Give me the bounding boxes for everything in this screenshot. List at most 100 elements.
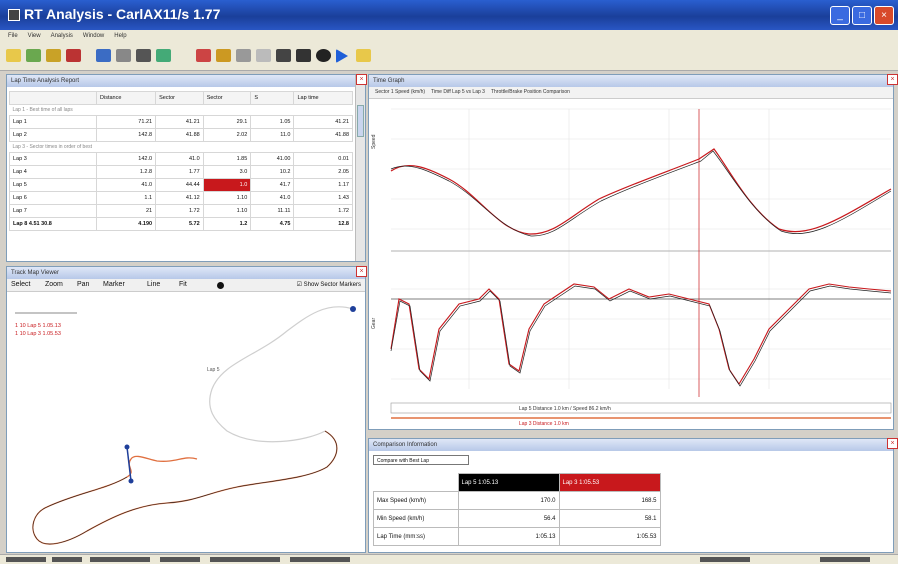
vertical-scrollbar[interactable]: [355, 75, 365, 261]
line-icon[interactable]: [256, 49, 271, 62]
folder-icon[interactable]: [46, 49, 61, 62]
fit-tool[interactable]: Fit: [179, 281, 187, 288]
cell: 0.01: [293, 152, 353, 166]
column-header[interactable]: Distance: [95, 91, 157, 105]
scroll-thumb[interactable]: [357, 105, 364, 137]
menu-file[interactable]: File: [8, 33, 18, 39]
record-dot-icon[interactable]: [217, 282, 224, 289]
panel-title: Lap Time Analysis Report: [7, 75, 365, 87]
column-header[interactable]: Lap time: [293, 91, 353, 105]
menu-window[interactable]: Window: [82, 33, 105, 39]
maximize-button[interactable]: □: [852, 6, 872, 25]
cell: 1.72: [293, 204, 353, 218]
sector-marker-checkbox[interactable]: ☑ Show Sector Markers: [296, 282, 361, 288]
status-segment: [52, 557, 82, 562]
cell: 1.10: [202, 204, 252, 218]
cell: 41.88: [293, 128, 353, 142]
graph-area[interactable]: Speed Gear Lap 5 Distance 1.0 km / Speed…: [369, 99, 893, 429]
axis-label-bottom: Gear: [371, 318, 377, 329]
map-icon[interactable]: [156, 49, 171, 62]
track-map[interactable]: 1 10 Lap 5 1.05.13 1 10 Lap 3 1.05.53 La…: [7, 291, 365, 553]
cell: 1.2: [202, 217, 252, 231]
cell: 41.12: [155, 191, 204, 205]
track-outline: [209, 306, 354, 443]
graph-icon[interactable]: [96, 49, 111, 62]
cell: 142.0: [95, 152, 157, 166]
value-b: 168.5: [558, 491, 661, 510]
speed-trace-lap-b: [390, 148, 892, 235]
column-header[interactable]: S: [250, 91, 295, 105]
position-marker[interactable]: [126, 446, 132, 482]
table-row[interactable]: Lap 5 41.0 44.44 1.0 41.7 1.17: [9, 178, 353, 192]
save-icon[interactable]: [26, 49, 41, 62]
cell: 71.21: [95, 115, 157, 129]
pan-tool[interactable]: Pan: [77, 281, 90, 288]
close-icon[interactable]: ×: [887, 74, 898, 85]
table-icon[interactable]: [236, 49, 251, 62]
track-line: [32, 430, 338, 545]
cell: 41.7: [250, 178, 295, 192]
track-line-lap-b: [32, 430, 338, 545]
zoom-icon[interactable]: [216, 49, 231, 62]
tab-time-diff[interactable]: Time Diff Lap 5 vs Lap 3: [431, 89, 485, 95]
time-graph-panel: Time Graph Sector 1 Speed (km/h) Time Di…: [368, 74, 894, 430]
window-title: RT Analysis - CarlAX11/s 1.77: [24, 6, 221, 22]
export-icon[interactable]: [356, 49, 371, 62]
comparison-select[interactable]: Compare with Best Lap: [373, 455, 469, 465]
line-tool[interactable]: Line: [147, 281, 161, 288]
tab-throttle-brake[interactable]: Throttle/Brake Position Comparison: [490, 89, 570, 95]
tab-sector-speed[interactable]: Sector 1 Speed (km/h): [375, 89, 426, 95]
cell: 1.0: [202, 178, 252, 192]
cell: 2.02: [202, 128, 252, 142]
lap-b-header: Lap 3 1:05.53: [558, 473, 661, 492]
column-header[interactable]: Sector: [155, 91, 204, 105]
column-header[interactable]: [9, 91, 97, 105]
grid-icon[interactable]: [296, 49, 311, 62]
menu-analysis[interactable]: Analysis: [50, 33, 73, 39]
record-icon[interactable]: [66, 49, 81, 62]
lap-name: Lap 3: [9, 152, 97, 166]
marker-tool[interactable]: Marker: [103, 281, 125, 288]
cell: 21: [95, 204, 157, 218]
table-row[interactable]: Lap 3 142.0 41.0 1.85 41.00 0.01: [9, 152, 353, 166]
minimize-button[interactable]: _: [830, 6, 850, 25]
status-segment: [90, 557, 150, 562]
menu-help[interactable]: Help: [114, 33, 127, 39]
select-tool[interactable]: Select: [11, 281, 31, 288]
marker-icon[interactable]: [196, 49, 211, 62]
cell: 1.1: [95, 191, 157, 205]
play-icon[interactable]: [336, 49, 348, 63]
value-a: 1:05.13: [457, 527, 560, 546]
column-header[interactable]: Sector: [202, 91, 252, 105]
cell: 41.00: [250, 152, 295, 166]
cell: 2.05: [293, 165, 353, 179]
menu-view[interactable]: View: [27, 33, 41, 39]
readout-box: [390, 402, 892, 414]
stop-icon[interactable]: [316, 49, 331, 62]
axis-label-top: Speed: [371, 134, 377, 149]
cell: 11.0: [250, 128, 295, 142]
toolbar: [0, 42, 898, 71]
gear-trace-lap-b: [390, 283, 892, 386]
close-icon[interactable]: ×: [356, 74, 367, 85]
close-button[interactable]: ×: [874, 6, 894, 25]
zoom-tool[interactable]: Zoom: [45, 281, 63, 288]
status-segment: [820, 557, 870, 562]
lap-icon[interactable]: [116, 49, 131, 62]
comparison-table: Lap 5 1:05.13 Lap 3 1:05.53 Max Speed (k…: [373, 473, 661, 546]
open-icon[interactable]: [6, 49, 21, 62]
value-b: 1:05.53: [558, 527, 661, 546]
cell: 41.0: [95, 178, 157, 192]
chart-icon[interactable]: [276, 49, 291, 62]
value-b: 58.1: [558, 509, 661, 528]
table-row[interactable]: Lap 1 71.21 41.21 29.1 1.05 41.21: [9, 115, 353, 129]
cell: 11.11: [250, 204, 295, 218]
table-row[interactable]: Lap 2 142.8 41.88 2.02 11.0 41.88: [9, 128, 353, 142]
close-icon[interactable]: ×: [356, 266, 367, 277]
table-row: Min Speed (km/h) 56.4 58.1: [373, 509, 661, 528]
table-row[interactable]: Lap 6 1.1 41.12 1.10 41.0 1.43: [9, 191, 353, 205]
table-row[interactable]: Lap 4 1.2.8 1.77 3.0 10.2 2.05: [9, 165, 353, 179]
table-row[interactable]: Lap 7 21 1.72 1.10 11.11 1.72: [9, 204, 353, 218]
compare-icon[interactable]: [136, 49, 151, 62]
close-icon[interactable]: ×: [887, 438, 898, 449]
